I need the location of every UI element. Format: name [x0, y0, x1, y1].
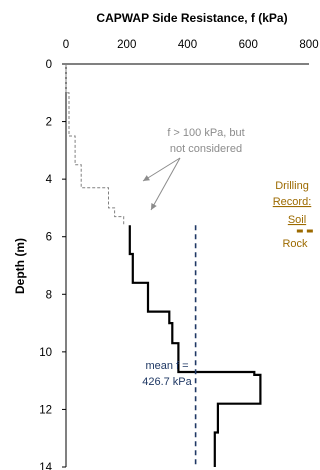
y-tick-label: 0 — [46, 59, 52, 71]
x-tick-label: 200 — [117, 39, 136, 51]
y-tick-label: 10 — [39, 347, 52, 359]
chart-title: CAPWAP Side Resistance, f (kPa) — [96, 11, 287, 25]
series-lines — [65, 64, 315, 467]
annotation-arrow — [142, 157, 181, 182]
note-drilling-soil: Soil — [288, 214, 306, 226]
note-mean-line2: 426.7 kPa — [142, 376, 192, 388]
arrow-head — [151, 203, 157, 210]
y-tick-label: 4 — [46, 174, 53, 186]
excluded-resistance-profile — [65, 64, 125, 226]
y-tick-label: 6 — [46, 232, 52, 244]
y-tick-label: 8 — [46, 289, 52, 301]
side-resistance-profile — [128, 225, 262, 467]
note-drilling-rock: Rock — [282, 238, 308, 250]
note-not-considered-line1: f > 100 kPa, but — [167, 127, 244, 139]
y-tick-labels: 0 2 4 6 8 10 12 14 — [39, 59, 66, 470]
x-tick-label: 0 — [63, 39, 69, 51]
note-drilling-line2: Record: — [273, 196, 312, 208]
y-tick-label: 14 — [39, 462, 52, 470]
x-tick-label: 400 — [178, 39, 197, 51]
note-not-considered-line2: not considered — [170, 143, 242, 155]
y-axis-label: Depth (m) — [13, 238, 27, 294]
arrow-head — [143, 175, 150, 181]
y-tick-label: 12 — [39, 404, 52, 416]
x-tick-labels: 0 200 400 600 800 — [63, 39, 319, 51]
y-tick-label: 2 — [46, 117, 52, 129]
note-mean-line1: mean f = — [145, 360, 188, 372]
note-drilling-line1: Drilling — [275, 180, 309, 192]
axes — [65, 63, 309, 467]
annotation-arrows — [142, 157, 181, 211]
x-tick-label: 600 — [239, 39, 258, 51]
annotation-arrow — [150, 157, 181, 211]
x-tick-label: 800 — [299, 39, 318, 51]
